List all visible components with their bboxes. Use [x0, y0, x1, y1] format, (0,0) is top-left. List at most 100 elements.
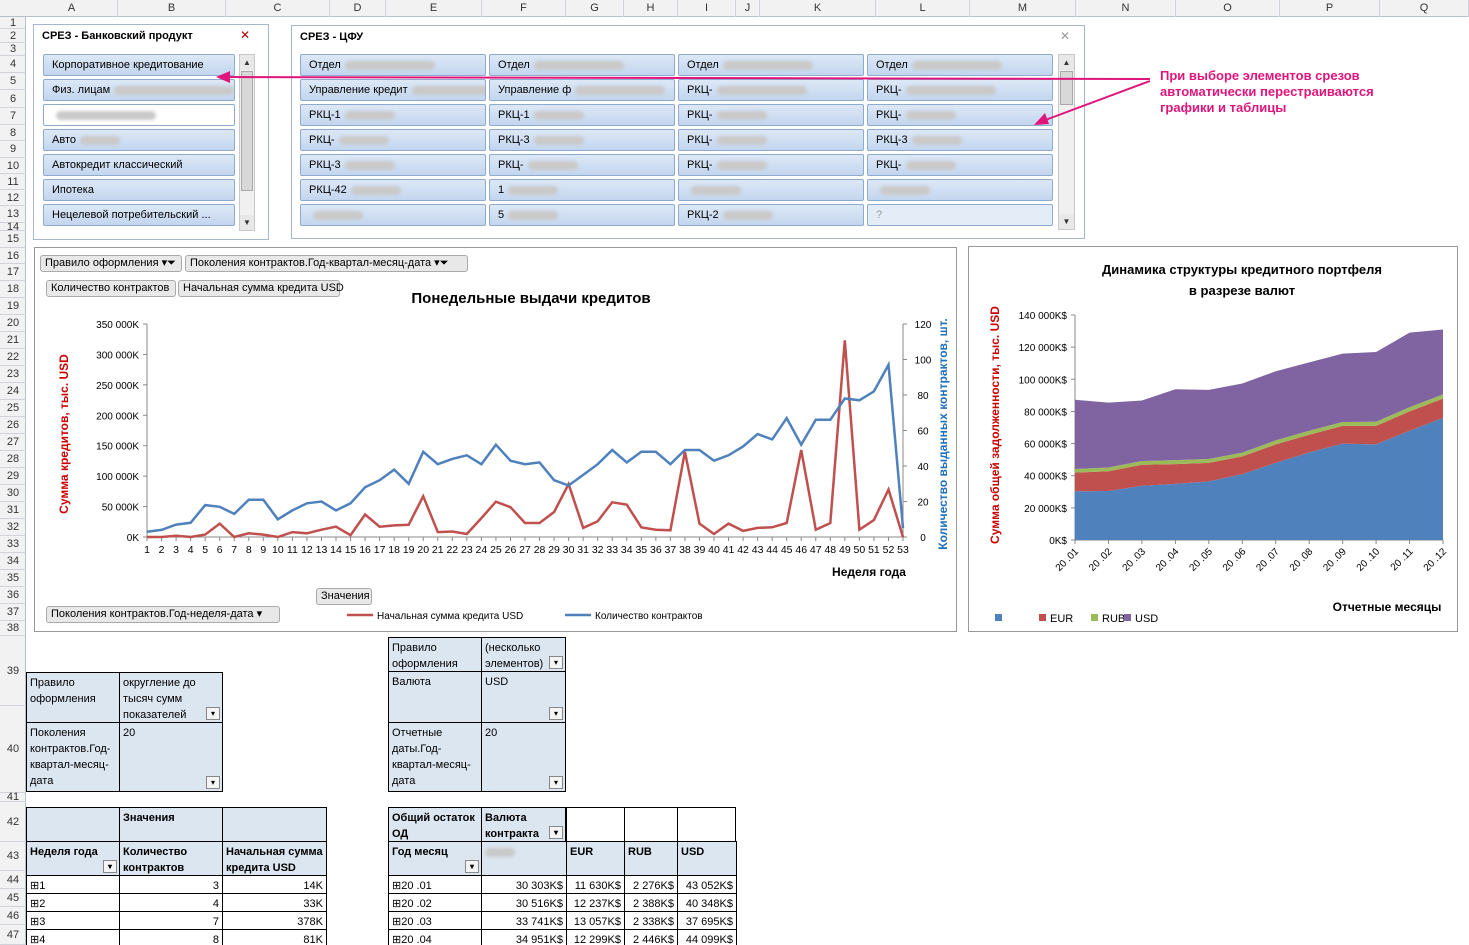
- pivot-value[interactable]: 43 052K$: [677, 875, 737, 894]
- row-header[interactable]: 45: [0, 889, 26, 907]
- axis-field-button[interactable]: Поколения контрактов.Год-неделя-дата ▾: [46, 606, 280, 623]
- filter-button-rule[interactable]: Правило оформления ▾⏷: [40, 255, 182, 272]
- pivot-value[interactable]: 3: [119, 875, 223, 894]
- slicer-item[interactable]: РКЦ-: [678, 154, 864, 176]
- pivot-header-blank[interactable]: [222, 807, 327, 842]
- pivot-value[interactable]: 33K: [222, 893, 327, 912]
- filter-dropdown-icon[interactable]: ▾: [549, 707, 563, 720]
- row-header[interactable]: 25: [0, 400, 26, 417]
- slicer-item[interactable]: Авто: [43, 129, 235, 151]
- pivot-value[interactable]: 2 276K$: [624, 875, 678, 894]
- pivot-row-label[interactable]: ⊞3: [26, 911, 120, 930]
- row-header[interactable]: 26: [0, 417, 26, 434]
- row-header[interactable]: 3: [0, 43, 26, 56]
- slicer-item[interactable]: Отдел: [678, 54, 864, 76]
- pivot-value[interactable]: 12 299K$: [566, 929, 625, 945]
- pivot-col-header[interactable]: USD: [677, 841, 737, 876]
- column-header[interactable]: M: [970, 0, 1076, 17]
- row-header[interactable]: 9: [0, 141, 26, 158]
- slicer-item[interactable]: РКЦ-: [867, 104, 1053, 126]
- row-header[interactable]: 29: [0, 468, 26, 485]
- row-header[interactable]: 30: [0, 485, 26, 502]
- slicer-item[interactable]: Отдел: [300, 54, 486, 76]
- row-header[interactable]: 39: [0, 636, 26, 706]
- filter-dropdown-icon[interactable]: ▾: [103, 860, 117, 873]
- row-header[interactable]: 8: [0, 125, 26, 141]
- column-header[interactable]: D: [330, 0, 386, 17]
- scroll-up-icon[interactable]: ▲: [240, 55, 254, 70]
- slicer-item[interactable]: РКЦ-1: [489, 104, 675, 126]
- pivot-row-label[interactable]: ⊞4: [26, 929, 120, 945]
- column-header[interactable]: J: [736, 0, 760, 17]
- row-header[interactable]: 19: [0, 298, 26, 315]
- row-header[interactable]: 2: [0, 29, 26, 43]
- filter-dropdown-icon[interactable]: ▾: [206, 707, 220, 720]
- row-header[interactable]: 35: [0, 570, 26, 587]
- pivot-col-header[interactable]: Количество контрактов: [119, 841, 223, 876]
- column-header[interactable]: A: [26, 0, 118, 17]
- slicer-scrollbar[interactable]: ▲ ▼: [1058, 54, 1075, 230]
- pivot-value[interactable]: 2 338K$: [624, 911, 678, 930]
- expand-icon[interactable]: ⊞: [30, 880, 40, 892]
- slicer-item[interactable]: [300, 204, 486, 226]
- expand-icon[interactable]: ⊞: [30, 934, 40, 945]
- pivot-col-header[interactable]: RUB: [624, 841, 678, 876]
- pivot-blank[interactable]: [566, 807, 625, 842]
- pivot-row-label[interactable]: ⊞20 .03: [388, 911, 482, 930]
- row-header[interactable]: 13: [0, 206, 26, 223]
- pivot-row-label[interactable]: ⊞1: [26, 875, 120, 894]
- slicer-item[interactable]: [43, 104, 235, 126]
- row-header[interactable]: 12: [0, 190, 26, 206]
- row-header[interactable]: 28: [0, 451, 26, 468]
- pivot-row-label[interactable]: ⊞20 .04: [388, 929, 482, 945]
- slicer-item[interactable]: РКЦ-: [678, 79, 864, 101]
- pivot-corner[interactable]: Общий остаток ОД: [388, 807, 482, 842]
- row-header[interactable]: 15: [0, 231, 26, 248]
- pivot-value[interactable]: 12 237K$: [566, 893, 625, 912]
- row-header[interactable]: 27: [0, 434, 26, 451]
- slicer-item[interactable]: РКЦ-: [867, 154, 1053, 176]
- clear-filter-icon[interactable]: ✕: [1060, 29, 1071, 43]
- pivot-value[interactable]: 8: [119, 929, 223, 945]
- column-header[interactable]: L: [876, 0, 970, 17]
- column-header[interactable]: H: [624, 0, 678, 17]
- slicer-item[interactable]: 1: [489, 179, 675, 201]
- row-header[interactable]: 22: [0, 349, 26, 366]
- row-header[interactable]: 17: [0, 264, 26, 281]
- filter-value[interactable]: округление до тысяч сумм показателей ▾: [119, 672, 223, 723]
- column-header[interactable]: O: [1176, 0, 1280, 17]
- slicer-item[interactable]: [678, 179, 864, 201]
- row-header[interactable]: 33: [0, 536, 26, 553]
- pivot-row-label[interactable]: ⊞20 .02: [388, 893, 482, 912]
- pivot-row-field[interactable]: Неделя года ▾: [26, 841, 120, 876]
- pivot-row-field[interactable]: Год месяц ▾: [388, 841, 482, 876]
- column-header[interactable]: B: [118, 0, 226, 17]
- filter-dropdown-icon[interactable]: ▾: [549, 826, 563, 839]
- scroll-up-icon[interactable]: ▲: [1059, 55, 1074, 70]
- filter-label[interactable]: Валюта: [388, 671, 482, 723]
- row-header[interactable]: 46: [0, 907, 26, 925]
- row-header[interactable]: 10: [0, 158, 26, 174]
- filter-dropdown-icon[interactable]: ▾: [549, 776, 563, 789]
- row-header[interactable]: 41: [0, 792, 26, 803]
- pivot-value[interactable]: 378K: [222, 911, 327, 930]
- filter-dropdown-icon[interactable]: ▾: [206, 776, 220, 789]
- pivot-col-header[interactable]: EUR: [566, 841, 625, 876]
- pivot-values-header[interactable]: Значения: [119, 807, 223, 842]
- filter-dropdown-icon[interactable]: ▾: [465, 860, 479, 873]
- filter-value[interactable]: 20 ▾: [119, 722, 223, 792]
- pivot-blank[interactable]: [677, 807, 736, 842]
- row-header[interactable]: 42: [0, 802, 26, 842]
- row-header[interactable]: 16: [0, 248, 26, 264]
- slicer-item[interactable]: [867, 179, 1053, 201]
- pivot-corner[interactable]: [26, 807, 120, 842]
- row-header[interactable]: 44: [0, 871, 26, 889]
- filter-button-generations[interactable]: Поколения контрактов.Год-квартал-месяц-д…: [185, 255, 468, 272]
- pivot-value[interactable]: 30 516K$: [481, 893, 567, 912]
- expand-icon[interactable]: ⊞: [392, 898, 402, 910]
- row-header[interactable]: 5: [0, 73, 26, 90]
- filter-dropdown-icon[interactable]: ▾: [549, 656, 563, 669]
- pivot-col-field[interactable]: Валюта контракта ▾: [481, 807, 566, 842]
- row-header[interactable]: 36: [0, 587, 26, 604]
- slicer-item[interactable]: РКЦ-: [300, 129, 486, 151]
